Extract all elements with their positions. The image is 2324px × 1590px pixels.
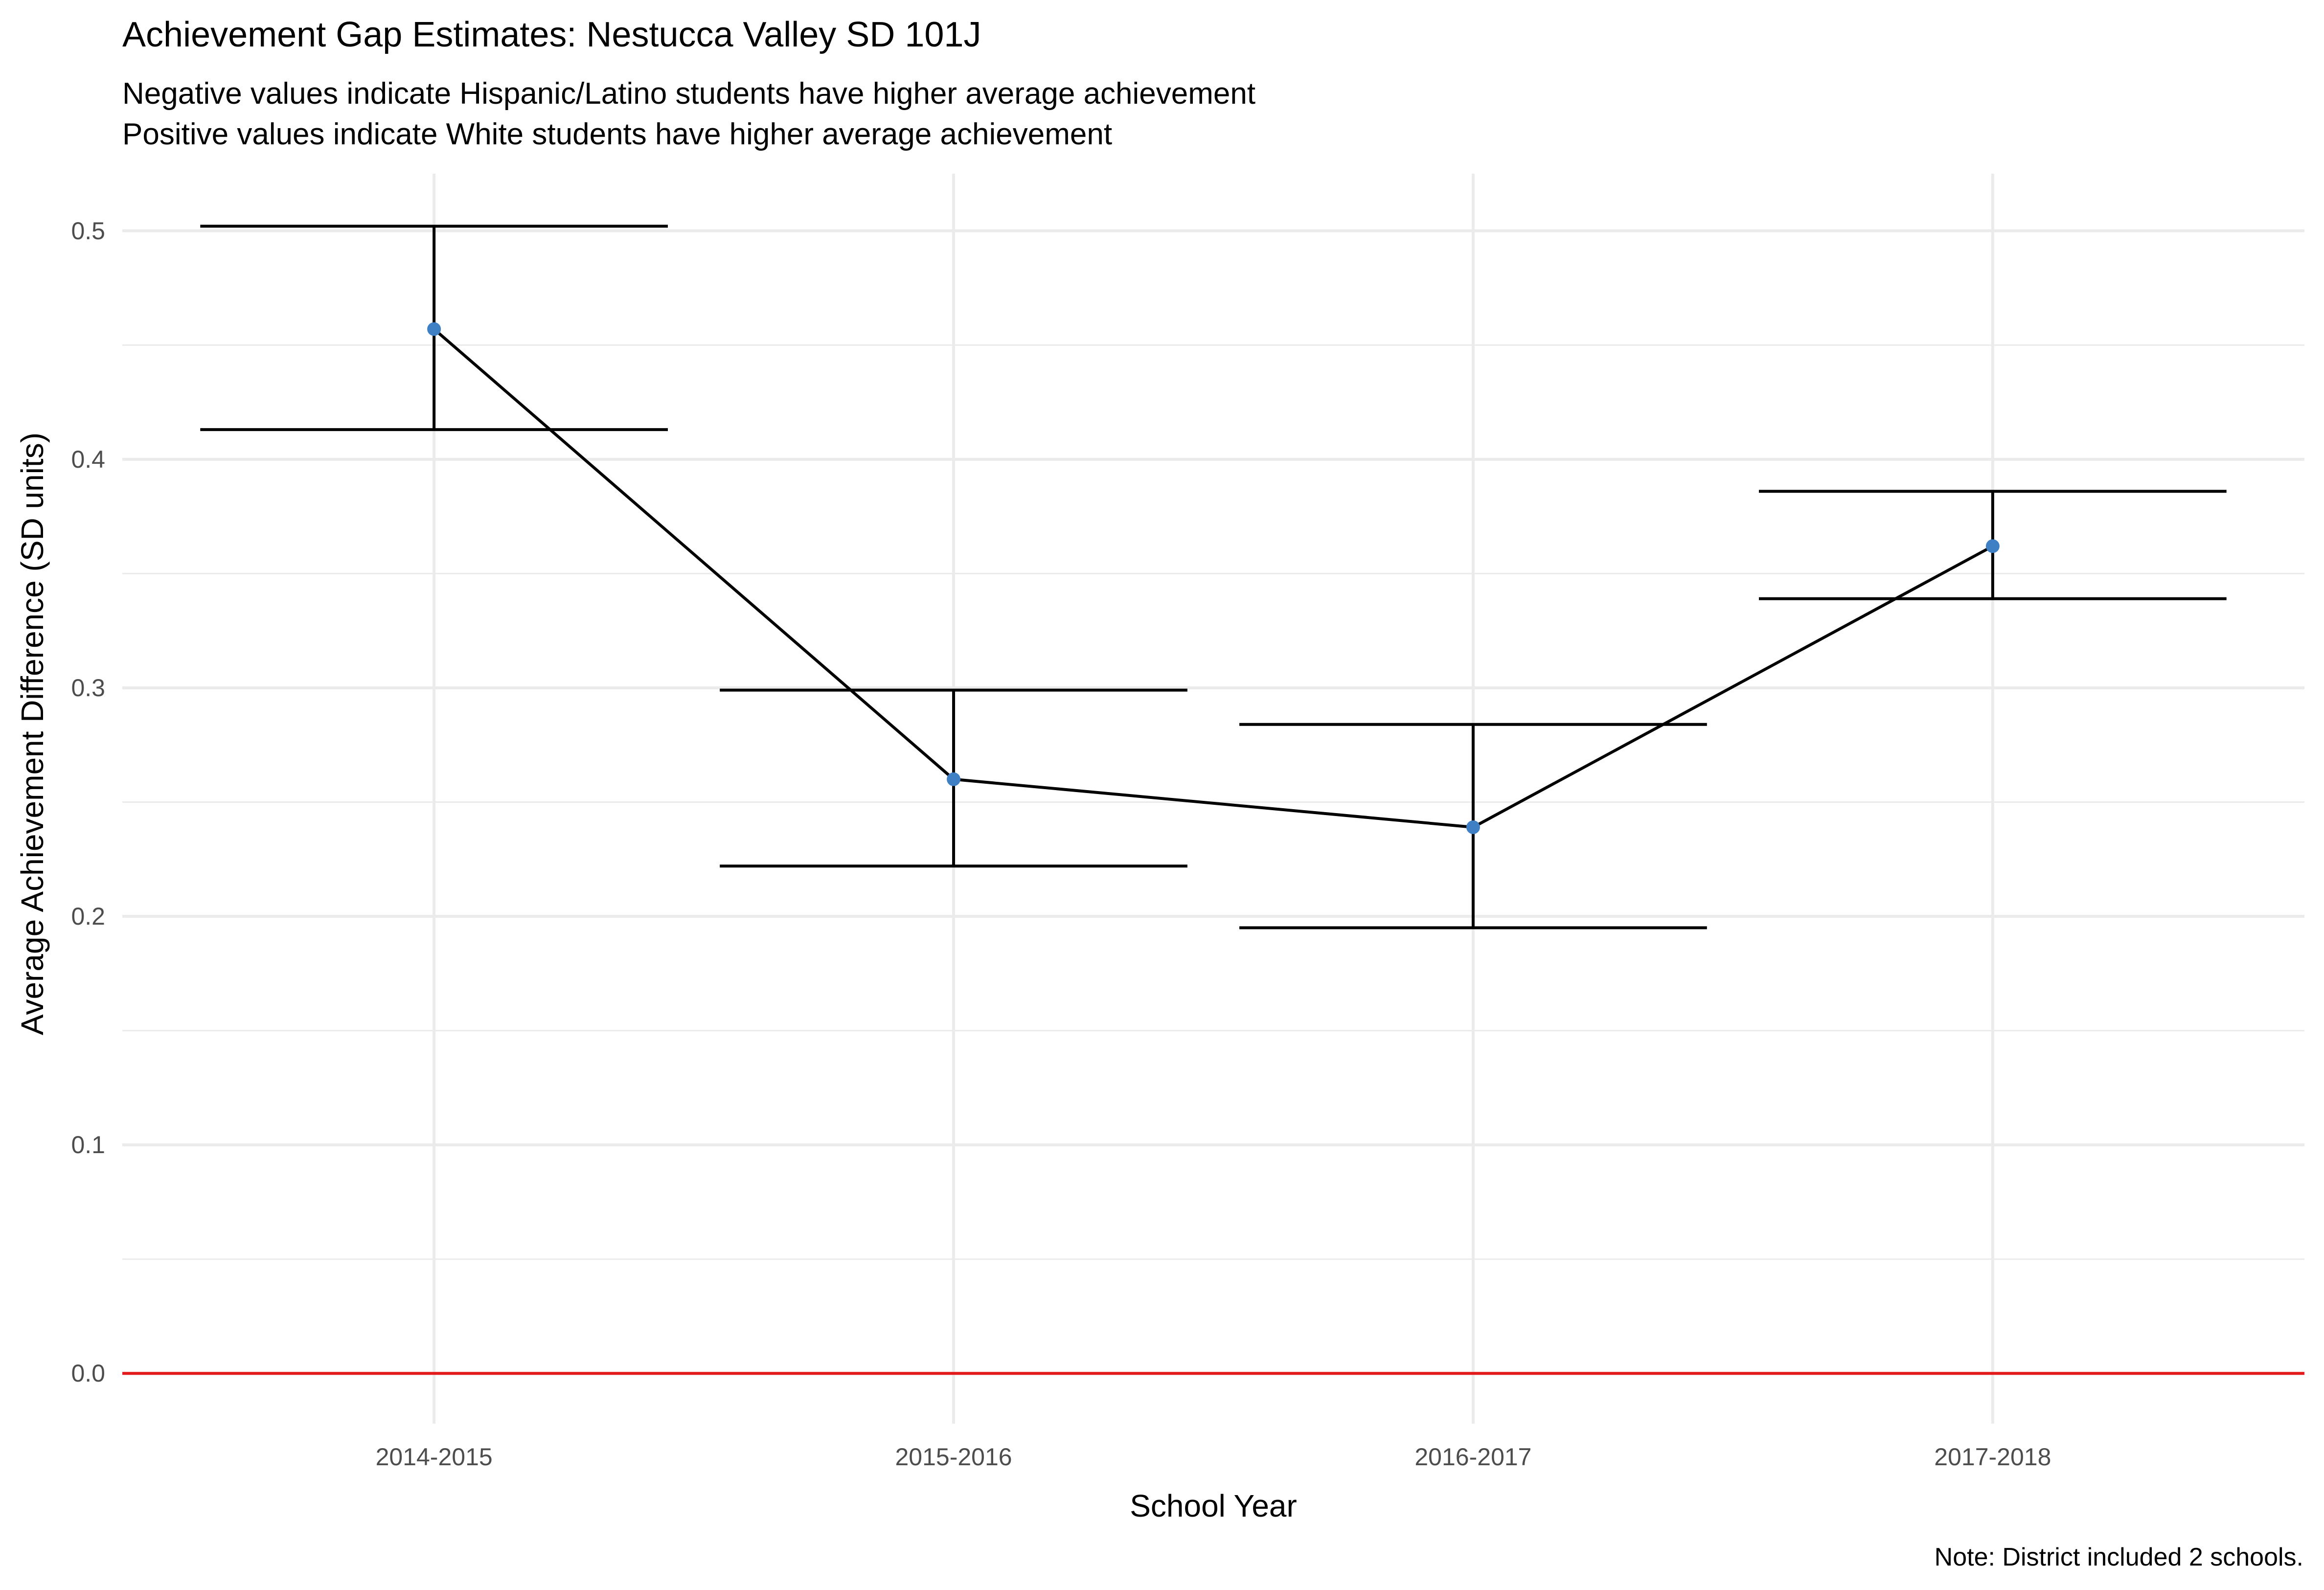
chart-caption: Note: District included 2 schools. bbox=[1935, 1543, 2303, 1571]
data-point bbox=[1985, 539, 2000, 553]
series-line bbox=[433, 328, 1994, 829]
y-axis-title: Average Achievement Difference (SD units… bbox=[15, 432, 50, 1035]
x-tick-label: 2017-2018 bbox=[1934, 1443, 2051, 1471]
data-point bbox=[947, 772, 961, 786]
error-bars bbox=[200, 225, 2227, 930]
chart-subtitle-line-2: Positive values indicate White students … bbox=[122, 117, 1112, 151]
x-tick-label: 2016-2017 bbox=[1414, 1443, 1531, 1471]
data-points bbox=[427, 322, 2000, 834]
x-axis-ticks: 2014-2015 2015-2016 2016-2017 2017-2018 bbox=[376, 1443, 2051, 1471]
data-point bbox=[427, 322, 441, 336]
y-tick-label: 0.5 bbox=[71, 217, 105, 245]
y-tick-label: 0.2 bbox=[71, 903, 105, 930]
y-tick-label: 0.1 bbox=[71, 1131, 105, 1158]
x-axis-title: School Year bbox=[1130, 1488, 1297, 1523]
series-line-group bbox=[433, 328, 1994, 829]
data-point bbox=[1466, 820, 1480, 834]
y-tick-label: 0.4 bbox=[71, 446, 105, 473]
chart-subtitle-line-1: Negative values indicate Hispanic/Latino… bbox=[122, 77, 1255, 111]
y-tick-label: 0.3 bbox=[71, 674, 105, 702]
x-tick-label: 2014-2015 bbox=[376, 1443, 493, 1471]
x-tick-label: 2015-2016 bbox=[895, 1443, 1012, 1471]
chart-title: Achievement Gap Estimates: Nestucca Vall… bbox=[122, 15, 981, 54]
y-axis-ticks: 0.0 0.1 0.2 0.3 0.4 0.5 bbox=[71, 217, 105, 1387]
grid-major bbox=[122, 174, 2304, 1424]
y-tick-label: 0.0 bbox=[71, 1360, 105, 1387]
